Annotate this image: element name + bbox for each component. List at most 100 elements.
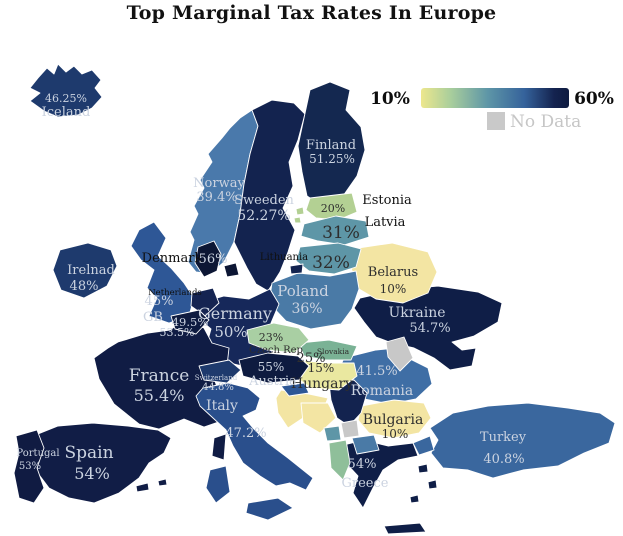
country-ukraine xyxy=(353,285,503,371)
gb-value-label: 45% xyxy=(145,294,174,309)
country-montenegro xyxy=(323,425,342,442)
belarus-name-label: Belarus xyxy=(368,265,418,280)
turkey-name-label: Turkey xyxy=(480,430,527,445)
czech-value-label: 23% xyxy=(259,331,283,344)
spain-name-label: Spain xyxy=(64,443,113,463)
country-netherlands xyxy=(190,287,220,317)
page-title: Top Marginal Tax Rates In Europe xyxy=(126,2,497,24)
switzerland-name-label: Switzerland xyxy=(195,374,238,382)
belarus-value-label: 10% xyxy=(380,282,407,296)
country-lithuania xyxy=(295,242,362,275)
latvia-value-label: 31% xyxy=(322,223,360,243)
country-estonia-isles xyxy=(293,206,305,224)
country-serbia xyxy=(328,379,368,427)
iceland-name-label: Iceland xyxy=(42,105,91,120)
country-kaliningrad xyxy=(289,263,304,275)
country-moldova xyxy=(385,336,414,372)
gb-name-label: GB xyxy=(143,310,163,325)
country-sicily xyxy=(245,497,294,521)
country-bulgaria xyxy=(357,399,432,439)
country-italy xyxy=(195,382,314,491)
finland-value-label: 51.25% xyxy=(309,152,355,166)
poland-value-label: 36% xyxy=(291,301,322,317)
portugal-value-label: 53% xyxy=(19,461,41,472)
portugal-name-label: Portugal xyxy=(16,448,59,459)
bulgaria-name-label: Bulgaria xyxy=(363,412,424,428)
france-name-label: France xyxy=(129,366,190,386)
ukraine-name-label: Ukraine xyxy=(388,305,445,321)
italy-name-label: Italy xyxy=(206,398,238,414)
estonia-name-label: Estonia xyxy=(362,193,412,208)
denmark-name-label: Denmark xyxy=(142,251,203,266)
country-czech xyxy=(246,322,310,354)
legend-gradient-bar xyxy=(421,88,569,108)
country-denmark xyxy=(194,240,222,278)
lithuania-name-label: Lithuania xyxy=(260,252,308,263)
country-ireland xyxy=(52,242,118,299)
austria-name-label: Austria xyxy=(248,374,297,389)
country-balearic-isles xyxy=(135,478,168,493)
switzerland-value-label: 44.8% xyxy=(202,382,234,393)
hungary-value-label: 15% xyxy=(308,361,335,375)
denmark-value-label: 56% xyxy=(199,252,228,267)
hungary-name-label: Hungary xyxy=(291,376,353,392)
country-finland xyxy=(297,81,366,208)
germany-name-label: Germany xyxy=(198,304,272,323)
no-data-label: No Data xyxy=(510,112,581,132)
country-bosnia xyxy=(300,402,337,434)
belgium-value-label: 53.5% xyxy=(160,326,195,339)
country-corsica xyxy=(211,433,227,461)
country-austria xyxy=(238,352,310,384)
country-turkey-thrace xyxy=(412,435,435,456)
no-data-swatch xyxy=(487,112,505,130)
sweden-value-label: 52.27% xyxy=(237,208,290,224)
country-latvia xyxy=(300,215,370,246)
country-albania xyxy=(328,439,351,481)
country-belgium xyxy=(170,309,210,335)
netherlands-value-label: 49.5% xyxy=(172,315,209,329)
country-portugal xyxy=(13,429,45,504)
italy-value-label: 47.2% xyxy=(225,426,266,441)
netherlands-name-label: Netherlands xyxy=(148,288,202,298)
country-spain xyxy=(23,422,172,504)
germany-value-label: 50% xyxy=(214,323,247,341)
country-slovakia xyxy=(298,339,358,361)
france-value-label: 55.4% xyxy=(134,386,185,405)
country-switzerland xyxy=(198,359,242,384)
greece-value-label: 54% xyxy=(348,457,377,472)
country-slovenia xyxy=(280,382,310,397)
legend-min-label: 10% xyxy=(370,89,410,109)
poland-name-label: Poland xyxy=(277,282,329,300)
country-denmark-isles xyxy=(223,262,240,278)
romania-name-label: Romania xyxy=(351,383,413,399)
finland-name-label: Finland xyxy=(306,138,356,153)
ukraine-value-label: 54.7% xyxy=(409,321,450,336)
bulgaria-value-label: 10% xyxy=(382,427,409,441)
country-macedonia xyxy=(351,434,380,455)
country-aegean-isles xyxy=(409,463,438,504)
estonia-value-label: 20% xyxy=(321,202,345,215)
greece-name-label: Greece xyxy=(342,476,389,491)
iceland-value-label: 46.25% xyxy=(45,92,87,105)
norway-value-label: 39.4% xyxy=(196,190,237,205)
country-poland xyxy=(268,270,360,330)
lithuania-value-label: 32% xyxy=(312,253,350,273)
country-sardinia xyxy=(205,465,231,504)
country-turkey xyxy=(429,402,616,479)
country-crete xyxy=(383,522,427,535)
spain-value-label: 54% xyxy=(74,464,110,483)
turkey-value-label: 40.8% xyxy=(483,452,524,467)
country-iceland xyxy=(29,63,103,118)
ireland-name-label: Irelnad xyxy=(67,263,115,278)
czech-name-label: Czech Rep xyxy=(249,345,303,356)
sweden-name-label: Sweeden xyxy=(234,193,294,208)
norway-name-label: Norway xyxy=(193,176,245,191)
austria-value-label: 55% xyxy=(258,360,285,374)
legend-max-label: 60% xyxy=(574,89,614,109)
slovakia-value-label: 25% xyxy=(297,351,326,366)
country-kosovo xyxy=(340,419,360,439)
slovakia-name-label: Slovakia xyxy=(317,347,350,356)
ireland-value-label: 48% xyxy=(70,279,99,294)
